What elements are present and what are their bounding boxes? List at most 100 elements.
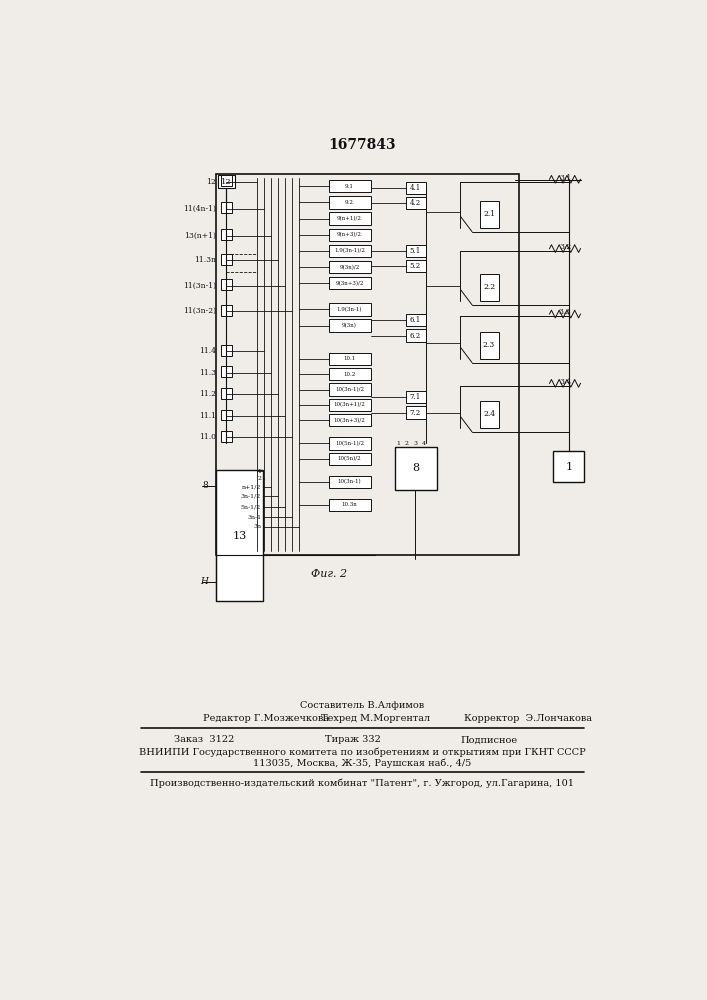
Bar — [329, 353, 371, 365]
Bar — [221, 345, 232, 356]
Text: 11(4n-1): 11(4n-1) — [183, 205, 216, 213]
Bar — [480, 201, 499, 228]
Text: 11.3n: 11.3n — [194, 256, 216, 264]
Bar — [329, 180, 371, 192]
Text: Корректор  Э.Лончакова: Корректор Э.Лончакова — [464, 714, 592, 723]
Bar — [406, 391, 426, 403]
Bar — [406, 182, 426, 194]
Text: Подписное: Подписное — [460, 735, 518, 744]
Text: 2.3: 2.3 — [483, 341, 495, 349]
Text: 11.0: 11.0 — [199, 433, 216, 441]
Bar — [406, 260, 426, 272]
Text: 1: 1 — [257, 469, 261, 474]
Text: 10.2: 10.2 — [344, 372, 356, 377]
Text: 9(3n)/2: 9(3n)/2 — [339, 264, 360, 270]
Bar — [329, 437, 371, 450]
Bar — [218, 175, 235, 188]
Bar — [221, 229, 232, 240]
Bar — [406, 329, 426, 342]
Text: Редактор Г.Мозжечкова: Редактор Г.Мозжечкова — [203, 714, 329, 723]
Text: 13: 13 — [233, 531, 247, 541]
Bar — [329, 196, 371, 209]
Text: 5.1: 5.1 — [410, 247, 421, 255]
Text: Производственно-издательский комбинат "Патент", г. Ужгород, ул.Гагарина, 101: Производственно-издательский комбинат "П… — [150, 779, 574, 788]
Bar — [329, 368, 371, 380]
Text: 10(3n-1): 10(3n-1) — [338, 479, 361, 484]
Text: 2: 2 — [257, 476, 261, 481]
Text: 10.1: 10.1 — [344, 356, 356, 361]
Bar — [329, 414, 371, 426]
Bar — [406, 197, 426, 209]
Bar — [221, 366, 232, 377]
Text: 1.9(3n-1)/2: 1.9(3n-1)/2 — [334, 248, 365, 253]
Text: 3n: 3n — [253, 524, 261, 529]
Bar — [329, 277, 371, 289]
Text: 10(3n-1)/2: 10(3n-1)/2 — [335, 387, 364, 392]
Bar — [554, 451, 585, 482]
Text: 7.2: 7.2 — [410, 409, 421, 417]
Text: 4.1: 4.1 — [410, 184, 421, 192]
Bar — [221, 202, 232, 213]
Text: 9.1: 9.1 — [345, 184, 354, 189]
Text: 10(5n-1)/2: 10(5n-1)/2 — [335, 441, 364, 446]
Bar — [329, 399, 371, 411]
Text: 3.3: 3.3 — [559, 308, 571, 316]
Text: 1: 1 — [566, 462, 573, 472]
Text: 113035, Москва, Ж-35, Раушская наб., 4/5: 113035, Москва, Ж-35, Раушская наб., 4/5 — [253, 758, 471, 768]
Text: 9(3n): 9(3n) — [342, 323, 357, 328]
Text: Фиг. 2: Фиг. 2 — [310, 569, 346, 579]
Text: 8: 8 — [203, 481, 209, 490]
Bar — [480, 401, 499, 428]
Text: 9(3n+3)/2: 9(3n+3)/2 — [335, 281, 363, 286]
Bar — [329, 383, 371, 396]
Bar — [329, 229, 371, 241]
Text: 5.2: 5.2 — [410, 262, 421, 270]
Text: 9.2: 9.2 — [345, 200, 354, 205]
Text: Составитель В.Алфимов: Составитель В.Алфимов — [300, 701, 424, 710]
Bar — [406, 314, 426, 326]
Bar — [329, 319, 371, 332]
Text: 7.1: 7.1 — [410, 393, 421, 401]
Bar — [221, 410, 232, 420]
Text: 3n-1: 3n-1 — [247, 515, 261, 520]
Text: 5n-1/2: 5n-1/2 — [241, 504, 261, 509]
Bar — [329, 303, 371, 316]
Text: 12: 12 — [221, 178, 232, 186]
Bar — [329, 261, 371, 273]
Text: Заказ  3122: Заказ 3122 — [174, 735, 234, 744]
Text: 11(3n-1): 11(3n-1) — [183, 282, 216, 290]
Text: Техред М.Моргентал: Техред М.Моргентал — [321, 714, 430, 723]
Text: 9(n+1)/2: 9(n+1)/2 — [337, 216, 362, 221]
Bar — [329, 453, 371, 465]
Bar — [221, 305, 232, 316]
Text: 3.1: 3.1 — [559, 174, 571, 182]
Text: 4.2: 4.2 — [410, 199, 421, 207]
Text: 11(3n-2): 11(3n-2) — [183, 307, 216, 315]
Bar — [395, 447, 437, 490]
Text: 11.3: 11.3 — [199, 369, 216, 377]
Text: 6.2: 6.2 — [410, 332, 421, 340]
Text: 12: 12 — [206, 178, 216, 186]
Text: 2: 2 — [405, 441, 409, 446]
Text: 3.4: 3.4 — [559, 378, 571, 386]
Text: n+1/2: n+1/2 — [242, 484, 261, 489]
Bar — [329, 212, 371, 225]
Bar — [221, 431, 232, 442]
Text: H: H — [201, 578, 209, 586]
Text: 9(n+3)/2: 9(n+3)/2 — [337, 232, 362, 237]
Bar — [329, 245, 371, 257]
Text: 2.2: 2.2 — [483, 283, 495, 291]
Text: 4: 4 — [422, 441, 426, 446]
Text: Тираж 332: Тираж 332 — [325, 735, 380, 744]
Text: 2.4: 2.4 — [483, 410, 495, 418]
Text: 2.1: 2.1 — [483, 210, 495, 218]
Text: 8: 8 — [412, 463, 419, 473]
Bar — [329, 499, 371, 511]
Text: ВНИИПИ Государственного комитета по изобретениям и открытиям при ГКНТ СССР: ВНИИПИ Государственного комитета по изоб… — [139, 747, 585, 757]
Text: 3.2: 3.2 — [559, 243, 571, 251]
Bar — [329, 476, 371, 488]
Text: 6.1: 6.1 — [410, 316, 421, 324]
Text: 10(5n)/2: 10(5n)/2 — [338, 456, 361, 461]
Text: 11.1: 11.1 — [199, 412, 216, 420]
Bar — [221, 254, 232, 265]
